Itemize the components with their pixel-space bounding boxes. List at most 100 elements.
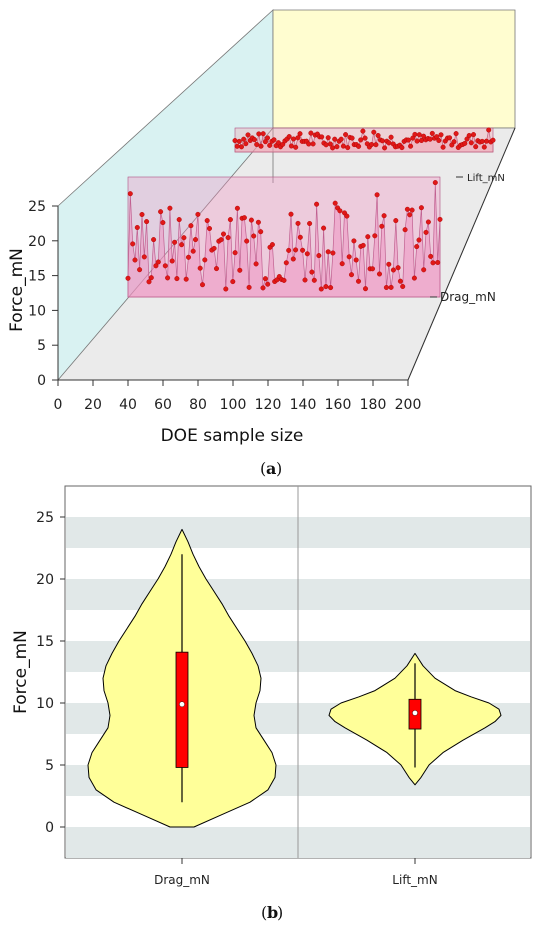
point-drag bbox=[302, 277, 308, 283]
point-drag bbox=[328, 285, 334, 291]
point-lift bbox=[490, 137, 496, 143]
point-drag bbox=[381, 213, 387, 219]
point-lift bbox=[306, 141, 312, 147]
series-label-lift: Lift_mN bbox=[467, 173, 505, 184]
point-drag bbox=[181, 235, 187, 241]
point-lift bbox=[473, 144, 479, 150]
point-lift bbox=[262, 139, 268, 145]
back-wall bbox=[272, 9, 516, 129]
point-drag bbox=[316, 253, 322, 259]
point-drag bbox=[323, 284, 329, 290]
point-drag bbox=[248, 217, 254, 223]
point-lift bbox=[236, 138, 242, 144]
point-lift bbox=[340, 143, 346, 149]
point-lift bbox=[360, 128, 366, 134]
point-drag bbox=[202, 257, 208, 263]
point-lift bbox=[238, 144, 244, 150]
point-lift bbox=[438, 132, 444, 138]
y-tick-label-b: 25 bbox=[36, 510, 54, 526]
point-lift bbox=[371, 129, 377, 135]
point-drag bbox=[409, 207, 415, 213]
background-band bbox=[66, 517, 530, 548]
point-drag bbox=[402, 227, 408, 233]
point-lift bbox=[462, 140, 468, 146]
point-lift bbox=[251, 137, 257, 143]
x-tick-label: 180 bbox=[360, 397, 387, 413]
point-drag bbox=[139, 211, 145, 217]
point-drag bbox=[344, 213, 350, 219]
point-lift bbox=[466, 132, 472, 138]
point-lift bbox=[484, 138, 490, 144]
point-lift bbox=[297, 131, 303, 137]
y-tick-label: 20 bbox=[28, 234, 46, 250]
point-drag bbox=[176, 217, 182, 223]
point-lift bbox=[468, 140, 474, 146]
point-drag bbox=[253, 261, 259, 267]
point-drag bbox=[360, 242, 366, 248]
background-band bbox=[66, 827, 530, 858]
point-drag bbox=[153, 263, 159, 269]
point-lift bbox=[275, 140, 281, 146]
point-lift bbox=[232, 138, 238, 144]
point-drag bbox=[127, 191, 133, 197]
iqr-box bbox=[175, 651, 189, 768]
point-lift bbox=[414, 138, 420, 144]
background-band bbox=[66, 703, 530, 734]
background-band bbox=[66, 641, 530, 672]
point-drag bbox=[311, 277, 317, 283]
y-axis-label-b: Force_mN bbox=[11, 630, 31, 714]
point-lift bbox=[280, 141, 286, 147]
point-drag bbox=[374, 192, 380, 198]
ribbon-lift bbox=[232, 127, 496, 153]
point-drag bbox=[141, 254, 147, 260]
point-lift bbox=[386, 140, 392, 146]
point-drag bbox=[356, 278, 362, 284]
point-drag bbox=[404, 206, 410, 212]
point-lift bbox=[265, 135, 271, 141]
point-drag bbox=[414, 244, 420, 250]
point-lift bbox=[464, 136, 470, 142]
point-lift bbox=[334, 144, 340, 150]
point-lift bbox=[345, 145, 351, 151]
point-lift bbox=[271, 137, 277, 143]
point-drag bbox=[288, 211, 294, 217]
point-drag bbox=[258, 229, 264, 235]
violin-drag_mn bbox=[87, 528, 277, 828]
point-drag bbox=[321, 225, 327, 231]
x-tick-label: 0 bbox=[54, 397, 63, 413]
point-drag bbox=[165, 275, 171, 281]
point-lift bbox=[241, 136, 247, 142]
point-drag bbox=[132, 257, 138, 263]
x-tick-label-b: Drag_mN bbox=[154, 873, 210, 887]
point-lift bbox=[349, 135, 355, 141]
svg-text:(: ( bbox=[260, 459, 266, 478]
point-lift bbox=[310, 141, 316, 147]
point-drag bbox=[297, 234, 303, 240]
point-lift bbox=[375, 132, 381, 138]
point-drag bbox=[218, 237, 224, 243]
median-point bbox=[412, 710, 418, 716]
point-lift bbox=[408, 143, 414, 149]
y-tick-label-b: 10 bbox=[36, 696, 54, 712]
point-lift bbox=[267, 142, 273, 148]
point-lift bbox=[358, 137, 364, 143]
x-tick-label: 120 bbox=[255, 397, 282, 413]
point-drag bbox=[432, 180, 438, 186]
point-lift bbox=[234, 143, 240, 149]
x-tick-label: 140 bbox=[290, 397, 317, 413]
point-drag bbox=[332, 200, 338, 206]
point-drag bbox=[309, 269, 315, 275]
point-lift bbox=[256, 131, 262, 137]
x-tick-label: 100 bbox=[220, 397, 247, 413]
point-drag bbox=[192, 237, 198, 243]
point-drag bbox=[295, 220, 301, 226]
x-tick-label: 80 bbox=[189, 397, 207, 413]
y-tick-label-b: 15 bbox=[36, 634, 54, 650]
series-label-drag: Drag_mN bbox=[440, 290, 496, 304]
point-drag bbox=[125, 275, 131, 281]
point-drag bbox=[155, 259, 161, 265]
point-drag bbox=[162, 263, 168, 269]
caption-b-letter: b bbox=[267, 903, 278, 922]
point-drag bbox=[188, 223, 194, 229]
point-drag bbox=[307, 220, 313, 226]
